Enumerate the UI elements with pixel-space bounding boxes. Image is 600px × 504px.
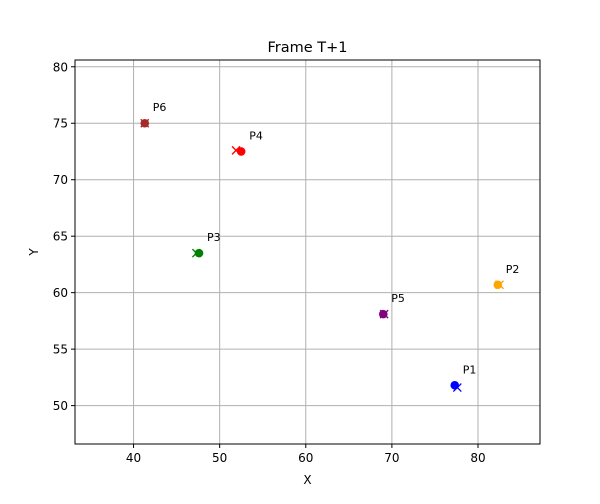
point-p1: [450, 380, 460, 390]
point-label-p2: P2: [506, 263, 520, 276]
point-p5: [378, 309, 388, 319]
grid-layer: [75, 60, 540, 444]
x-tick-label: 80: [470, 451, 485, 465]
point-p4: [236, 147, 246, 156]
y-tick-label: 75: [53, 117, 68, 131]
tick-layer: 40 50 60 70 80 50 55 60 65 70 75 80: [53, 60, 486, 465]
x-tick-label: 50: [212, 451, 227, 465]
x-tick-label: 40: [126, 451, 141, 465]
plot-frame: [74, 59, 541, 445]
y-tick-label: 65: [53, 230, 68, 244]
point-p3: [194, 248, 204, 258]
point-label-p3: P3: [207, 231, 221, 244]
x-tick-label: 60: [298, 451, 313, 465]
point-label-p6: P6: [153, 101, 167, 114]
y-tick-label: 50: [53, 399, 68, 413]
point-label-p5: P5: [391, 292, 405, 305]
y-axis-label: Y: [27, 248, 41, 257]
y-tick-label: 55: [53, 343, 68, 357]
x-tick-label: 70: [384, 451, 399, 465]
point-p6: [140, 118, 150, 128]
y-tick-label: 60: [53, 286, 68, 300]
predicted-marker-p4: [231, 145, 241, 155]
point-label-p1: P1: [463, 363, 477, 376]
y-tick-label: 80: [53, 60, 68, 74]
point-p2: [493, 280, 503, 290]
point-label-p4: P4: [249, 129, 263, 142]
chart-title: Frame T+1: [267, 40, 347, 56]
x-axis-label: X: [303, 473, 311, 487]
point-layer: P1 P2 P3 P4 P5 P6: [140, 101, 520, 392]
y-tick-label: 70: [53, 173, 68, 187]
